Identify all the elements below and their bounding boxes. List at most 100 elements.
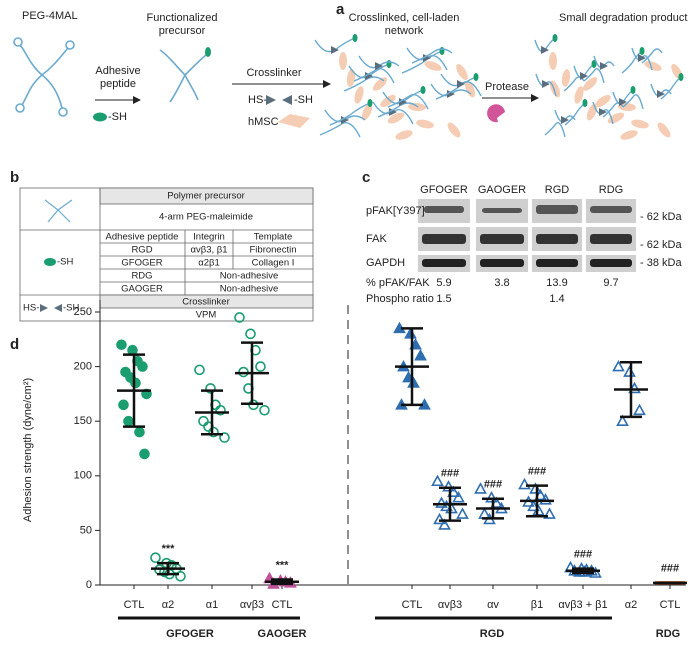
panel-b: b -SH HS- -SH Polymer precursor 4-arm PE… [10,169,314,322]
table-cell: Fibronectin [250,245,297,256]
panel-c: c GFOGER GAOGER RGD RDG pFAK[Y397] - 62 kDa FA… [362,169,682,305]
data-point [539,493,552,505]
error-bar [401,327,423,407]
polymer-strand [387,94,429,110]
x-tick-label: αvβ3 + β1 [558,599,607,611]
x-tick-label: αvβ3 [240,599,264,611]
peptide [639,47,645,55]
group-label: GAOGER [258,628,307,640]
crosslink [599,108,607,116]
cell [618,102,636,112]
text: PEG-4MAL [22,10,78,22]
polymer-strand [622,94,644,110]
data-point [116,339,127,351]
x-tick-label: α2 [625,599,637,611]
polymer-strand [564,102,586,126]
significance: ### [528,466,546,478]
row-label: FAK [366,233,387,245]
error-bar [241,341,263,405]
crosslinker-icon [266,95,292,105]
polymer-strand [544,122,566,138]
cell [361,103,373,121]
cell [387,112,405,124]
row-label: pFAK[Y397] [366,205,425,217]
data-point [123,415,134,427]
crosslink [580,72,588,80]
cell [346,69,356,87]
column-label: RGD [545,184,570,196]
x-tick-label: α2 [162,599,174,611]
table-cell: Non-adhesive [220,271,279,282]
text: peptide [100,78,136,90]
polymer-strand [621,50,643,74]
panel-label: d [10,336,19,353]
x-tick-label: CTL [402,599,423,611]
group-label: RGD [480,628,505,640]
error-bar [271,578,293,586]
text: -SH [57,257,74,268]
cell [464,80,476,98]
data-point [414,349,427,361]
panel-label: b [10,169,19,186]
ratio-value: 13.9 [546,277,567,289]
data-point [438,518,451,530]
text: Functionalized [147,12,218,24]
data-point [435,496,448,508]
row-label: % pFAK/FAK [366,277,430,289]
significance: ### [574,549,592,561]
peptide [630,86,636,94]
table-cell: RDG [131,271,152,282]
column-label: GFOGER [420,184,468,196]
size-marker: - 62 kDa [640,211,682,223]
blot-labels: GFOGER GAOGER RGD RDG pFAK[Y397] - 62 kDa FAK -… [366,184,682,305]
error-bar [123,353,145,428]
text: -SH [108,111,127,123]
data-point [633,403,646,416]
panel-a: a PEG-4MAL Adhesive peptide -SH Function… [13,1,688,140]
data-point [175,570,186,582]
peptide [367,99,373,107]
error-bar [620,360,642,419]
y-tick-label: 200 [74,361,92,373]
crosslink [341,116,349,124]
row-label: Phospho ratio [366,293,434,305]
cell [631,119,649,129]
table-cell: GFOGER [121,258,162,269]
polymer-strand [583,68,605,84]
data-point [245,328,256,340]
table-cell: Collagen I [252,258,295,269]
cell [574,86,584,104]
panel-label: c [362,169,370,186]
blot-bands [422,205,632,267]
data-point [456,507,469,519]
peg-icon [44,199,73,223]
significance: ### [441,468,459,480]
table-cell: αvβ3, β1 [190,245,227,256]
text: Protease [485,81,529,93]
table-cell: GAOGER [121,284,163,295]
cell-icon [278,114,310,128]
y-tick-label: 100 [74,470,92,482]
data-point [150,552,161,564]
cell [424,61,442,71]
x-tick-label: CTL [660,599,681,611]
ratio-value: 3.8 [494,277,509,289]
peptide [678,73,684,81]
data-point [205,383,216,394]
x-tick-label: CTL [124,599,145,611]
crosslink [541,46,549,54]
cell [354,86,364,104]
crosslink [542,80,550,88]
error-bar [572,567,594,575]
peptide-icon [44,258,56,266]
data-point [130,377,141,389]
data-point [208,426,219,438]
x-tick-label: αv [487,599,499,611]
data-point [219,432,230,443]
peptide [591,60,597,68]
cell [657,122,671,138]
crosslink [375,62,383,70]
crosslink [457,80,465,88]
x-tick-label: α1 [206,599,218,611]
network [314,34,684,140]
